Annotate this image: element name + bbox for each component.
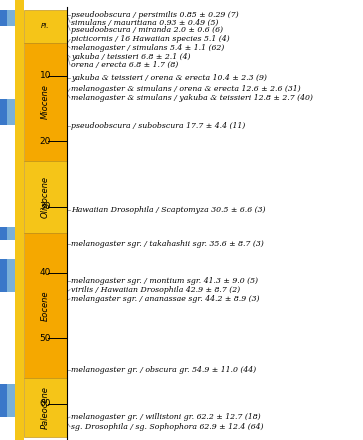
Text: melanogaster & simulans / yakuba & teissieri 12.8 ± 2.7 (40): melanogaster & simulans / yakuba & teiss… [71,94,313,102]
Text: sg. Drosophila / sg. Sophophora 62.9 ± 12.4 (64): sg. Drosophila / sg. Sophophora 62.9 ± 1… [71,423,263,431]
Text: Miocene: Miocene [41,84,50,119]
Text: 20: 20 [40,137,51,146]
Bar [7,384,15,417]
Text: 10: 10 [40,71,51,80]
Bar [0,260,7,292]
Bar [0,10,7,26]
Bar [7,260,15,292]
Text: melanogaster sgr. / takahashii sgr. 35.6 ± 8.7 (3): melanogaster sgr. / takahashii sgr. 35.6… [71,240,264,248]
Bar [24,10,67,43]
Text: picticornis / 16 Hawaiian species 5.1 (4): picticornis / 16 Hawaiian species 5.1 (4… [71,35,229,44]
Bar [0,99,7,125]
Text: melanogaster gr. / willistoni gr. 62.2 ± 12.7 (18): melanogaster gr. / willistoni gr. 62.2 ±… [71,413,260,421]
Text: pseudoobscura / miranda 2.0 ± 0.6 (6): pseudoobscura / miranda 2.0 ± 0.6 (6) [71,26,223,34]
Bar [24,233,67,378]
Bar [24,378,67,437]
Text: melanogaster / simulans 5.4 ± 1.1 (62): melanogaster / simulans 5.4 ± 1.1 (62) [71,44,224,52]
Bar [0,227,7,240]
Text: pseudoobscura / persimilis 0.85 ± 0.29 (7): pseudoobscura / persimilis 0.85 ± 0.29 (… [71,11,238,19]
Text: orena / erecta 6.8 ± 1.7 (8): orena / erecta 6.8 ± 1.7 (8) [71,61,178,69]
Text: Eocene: Eocene [41,290,50,321]
Text: melanogaster sgr. / montium sgr. 41.3 ± 9.0 (5): melanogaster sgr. / montium sgr. 41.3 ± … [71,277,258,285]
Bar [7,99,15,125]
Bar [24,161,67,233]
Text: yakuba / teissieri 6.8 ± 2.1 (4): yakuba / teissieri 6.8 ± 2.1 (4) [71,53,190,61]
Bar [7,10,15,26]
Text: melangaster sgr. / ananassae sgr. 44.2 ± 8.9 (3): melangaster sgr. / ananassae sgr. 44.2 ±… [71,295,259,303]
Bar [24,43,67,161]
Bar [0,384,7,417]
Text: yakuba & teissieri / orena & erecta 10.4 ± 2.3 (9): yakuba & teissieri / orena & erecta 10.4… [71,74,267,82]
Text: pseudoobscura / subobscura 17.7 ± 4.4 (11): pseudoobscura / subobscura 17.7 ± 4.4 (1… [71,122,245,130]
Text: 50: 50 [40,334,51,343]
Text: 40: 40 [40,268,51,277]
Text: MYA: MYA [55,0,79,1]
Bar [15,0,24,440]
Text: 60: 60 [40,400,51,408]
Bar [7,227,15,240]
Text: virilis / Hawaiian Drosophila 42.9 ± 8.7 (2): virilis / Hawaiian Drosophila 42.9 ± 8.7… [71,286,240,293]
Text: melanogaster gr. / obscura gr. 54.9 ± 11.0 (44): melanogaster gr. / obscura gr. 54.9 ± 11… [71,367,256,374]
Text: melanogaster & simulans / orena & erecta 12.6 ± 2.6 (31): melanogaster & simulans / orena & erecta… [71,84,301,93]
Text: Hawaiian Drosophila / Scaptomyza 30.5 ± 6.6 (3): Hawaiian Drosophila / Scaptomyza 30.5 ± … [71,206,265,214]
Text: Oligocene: Oligocene [41,176,50,218]
Text: 30: 30 [40,202,51,211]
Text: Paleocene: Paleocene [41,386,50,429]
Text: Pl.: Pl. [41,23,50,29]
Text: simulans / mauritiana 0.93 ± 0.49 (5): simulans / mauritiana 0.93 ± 0.49 (5) [71,18,218,26]
